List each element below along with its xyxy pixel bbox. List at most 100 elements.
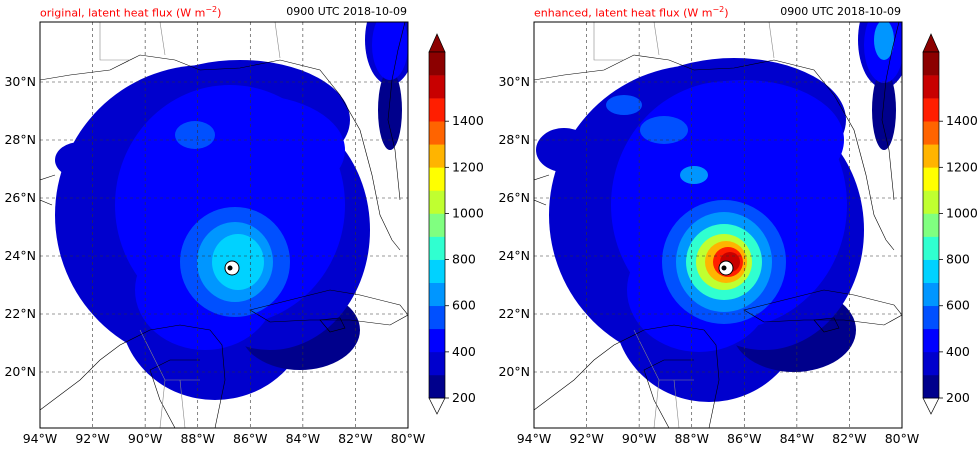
- colorbar-tick-label: 1400: [946, 113, 978, 128]
- colorbar-tick-label: 600: [452, 298, 476, 313]
- coastline: [40, 54, 401, 251]
- left-flux-contour: [372, 22, 408, 80]
- left-map-panel: original, latent heat flux (W m−2) 0900 …: [4, 5, 484, 446]
- colorbar-segment: [923, 236, 939, 260]
- colorbar-tick-label: 800: [946, 252, 970, 267]
- colorbar-tick-label: 1000: [452, 205, 484, 220]
- longitude-tick-label: 94°W: [23, 431, 58, 446]
- right-field: [534, 22, 902, 428]
- colorbar-segment: [923, 167, 939, 191]
- colorbar-extend-min: [922, 397, 940, 415]
- left-flux-contour: [378, 70, 402, 150]
- latitude-tick-label: 26°N: [498, 190, 530, 205]
- latitude-tick-label: 28°N: [4, 132, 36, 147]
- latitude-tick-label: 30°N: [498, 74, 530, 89]
- colorbar-segment: [429, 121, 445, 145]
- right-flux-contour: [536, 128, 592, 172]
- coastline: [319, 317, 346, 333]
- colorbar-segment: [429, 259, 445, 283]
- political-border: [99, 22, 130, 61]
- left-flux-contour: [55, 142, 105, 178]
- colorbar-tick-label: 400: [452, 344, 476, 359]
- colorbar-segment: [923, 328, 939, 353]
- political-border: [653, 22, 660, 56]
- coastline: [881, 22, 900, 201]
- colorbar-segment: [923, 259, 939, 283]
- colorbar-tick-label: 1200: [452, 159, 484, 174]
- colorbar-segment: [429, 167, 445, 191]
- colorbar-tick-label: 200: [452, 390, 476, 405]
- latitude-tick-label: 20°N: [498, 364, 530, 379]
- longitude-tick-label: 86°W: [727, 431, 762, 446]
- political-border: [159, 22, 166, 56]
- colorbar-segment: [429, 305, 445, 330]
- colorbar-segment: [923, 190, 939, 214]
- colorbar-segment: [923, 351, 939, 376]
- longitude-tick-label: 90°W: [622, 431, 657, 446]
- longitude-tick-label: 82°W: [338, 431, 373, 446]
- colorbar-tick-label: 200: [946, 390, 970, 405]
- map-frame: [39, 21, 409, 429]
- coastline: [813, 317, 840, 333]
- coastline: [387, 22, 406, 201]
- coastline: [249, 289, 408, 326]
- longitude-tick-label: 82°W: [832, 431, 867, 446]
- colorbar-segment: [429, 213, 445, 237]
- latitude-tick-label: 22°N: [498, 306, 530, 321]
- colorbar-tick-label: 400: [946, 344, 970, 359]
- colorbar-segment: [923, 144, 939, 168]
- left-field: [40, 22, 408, 428]
- colorbar-segment: [923, 282, 939, 307]
- longitude-tick-label: 84°W: [286, 431, 321, 446]
- political-border: [179, 379, 186, 428]
- latitude-tick-label: 24°N: [498, 248, 530, 263]
- longitude-tick-label: 84°W: [780, 431, 815, 446]
- colorbar-segment: [429, 75, 445, 99]
- left-flux-contour: [212, 234, 264, 290]
- colorbar-frame: [428, 51, 446, 399]
- coastline: [534, 324, 720, 428]
- right-flux-contour: [640, 116, 688, 144]
- colorbar-segment: [923, 75, 939, 99]
- colorbar-segment: [429, 328, 445, 353]
- right-map-panel: enhanced, latent heat flux (W m−2) 0900 …: [494, 0, 980, 451]
- colorbar-segment: [429, 374, 445, 399]
- coastline: [534, 174, 550, 206]
- right-panel-title: enhanced, latent heat flux (W m−2): [534, 5, 729, 20]
- left-map-canvas: 94°W 92°W 90°W 88°W 86°W 84°W 82°W 80°W 20°N 22°N…: [4, 21, 484, 446]
- right-panel-timestamp: 0900 UTC 2018-10-09: [780, 5, 901, 18]
- longitude-tick-label: 86°W: [233, 431, 268, 446]
- coastline: [643, 359, 694, 428]
- political-border: [274, 22, 281, 59]
- right-flux-contour: [872, 70, 896, 150]
- coastline: [534, 54, 895, 251]
- political-border: [673, 379, 680, 428]
- coastline: [40, 174, 56, 206]
- latitude-tick-label: 24°N: [4, 248, 36, 263]
- colorbar-frame: [922, 51, 940, 399]
- colorbar-segment: [923, 213, 939, 237]
- colorbar-tick-label: 1400: [452, 113, 484, 128]
- coastline: [743, 289, 902, 326]
- colorbar-tick-label: 600: [946, 298, 970, 313]
- map-frame: [533, 21, 903, 429]
- colorbar-segment: [429, 190, 445, 214]
- eye-center: [721, 265, 727, 271]
- colorbar-extend-min: [428, 397, 446, 415]
- colorbar-extend-max: [922, 33, 940, 53]
- longitude-tick-label: 80°W: [885, 431, 920, 446]
- colorbar-segment: [429, 282, 445, 307]
- colorbar-segment: [923, 98, 939, 122]
- longitude-tick-label: 94°W: [517, 431, 552, 446]
- right-flux-contour: [680, 166, 708, 184]
- colorbar-segment: [923, 374, 939, 399]
- colorbar-segment: [923, 52, 939, 76]
- colorbar-segment: [429, 52, 445, 76]
- colorbar-tick-label: 1000: [946, 205, 978, 220]
- longitude-tick-label: 80°W: [391, 431, 426, 446]
- colorbar-segment: [429, 236, 445, 260]
- longitude-tick-label: 90°W: [128, 431, 163, 446]
- colorbar-segment: [923, 121, 939, 145]
- left-flux-contour: [175, 121, 215, 149]
- latitude-tick-label: 20°N: [4, 364, 36, 379]
